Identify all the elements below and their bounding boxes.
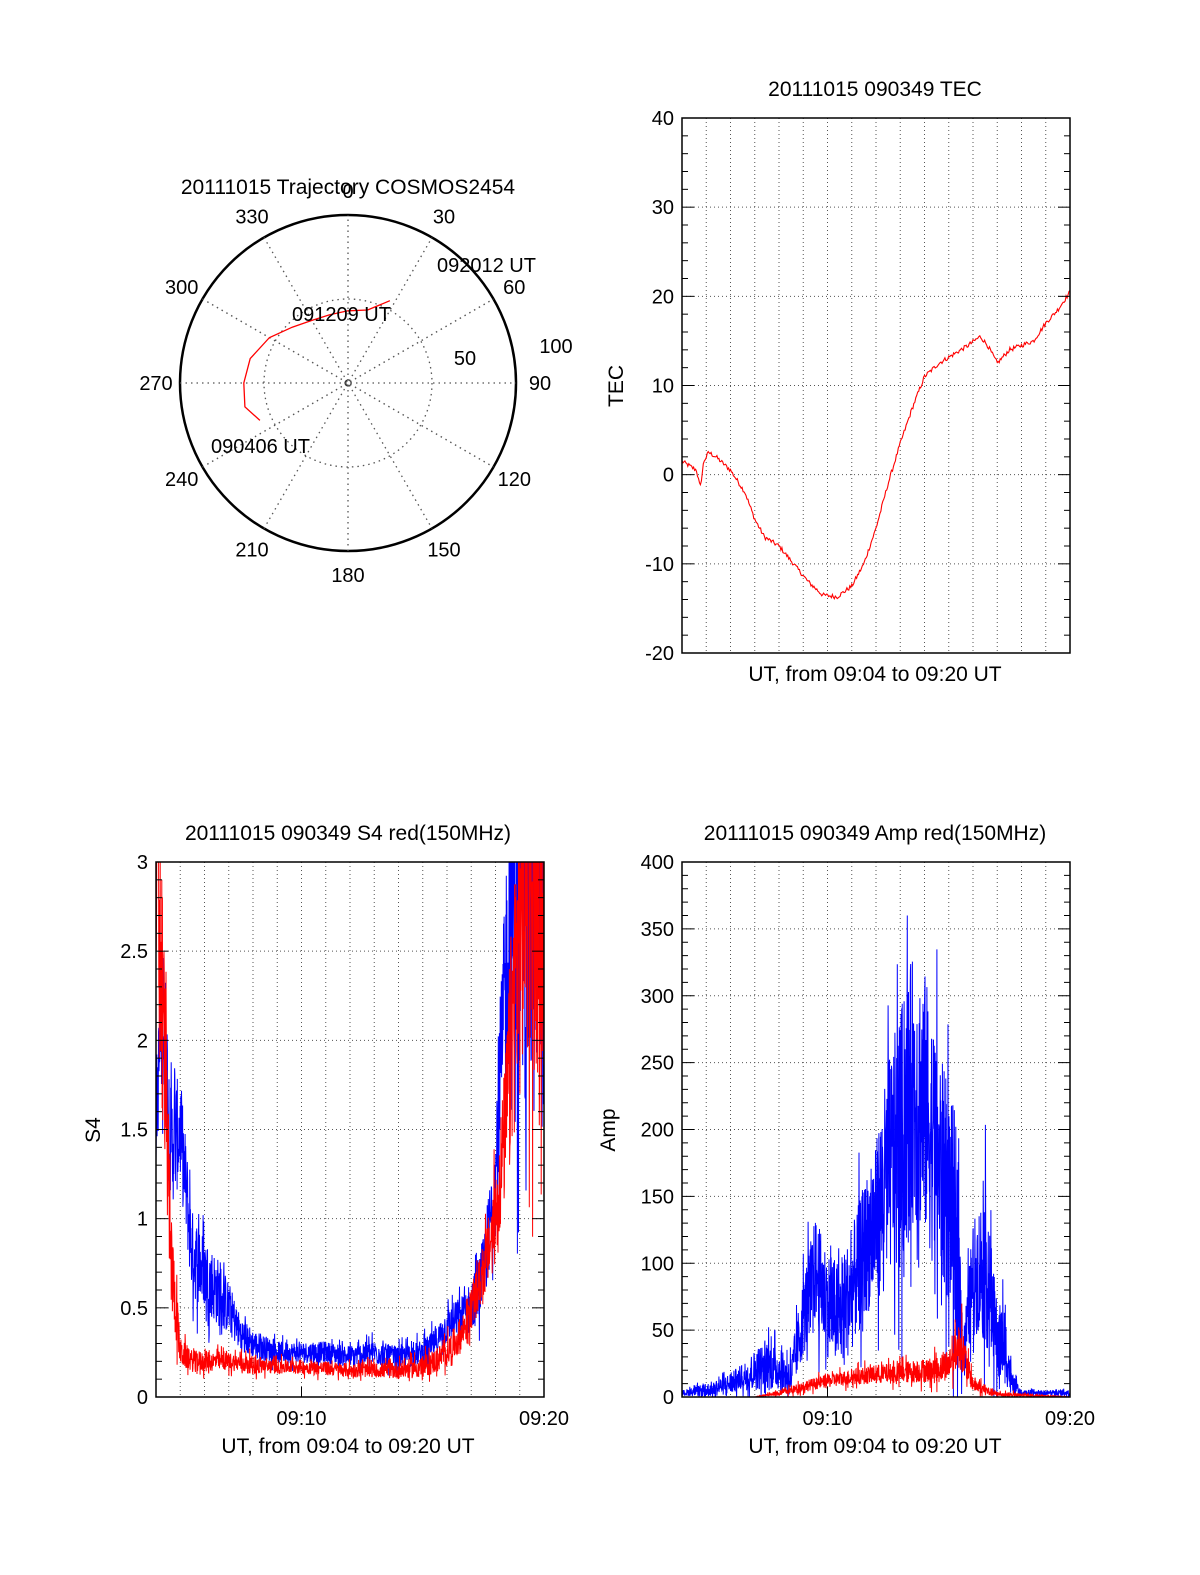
tec-panel: 20111015 090349 TEC UT, from 09:04 to 09… <box>605 78 1071 686</box>
polar-angle-label: 180 <box>331 565 364 587</box>
amp-panel: 20111015 090349 Amp red(150MHz) UT, from… <box>597 822 1095 1458</box>
polar-angle-label: 0 <box>342 181 353 203</box>
series-line-red <box>682 1303 1070 1397</box>
amp-title: 20111015 090349 Amp red(150MHz) <box>704 822 1046 845</box>
series-group <box>156 862 544 1382</box>
polar-labels: 0 30 60 90 120 150 180 210 240 270 300 330 50 100 0920… <box>139 181 572 587</box>
ytick-label: 50 <box>652 1320 674 1342</box>
amp-xlabel: UT, from 09:04 to 09:20 UT <box>748 1435 1001 1458</box>
amp-ylabel: Amp <box>597 1108 620 1151</box>
polar-grid <box>178 213 518 553</box>
ytick-label: 1 <box>137 1209 148 1231</box>
ytick-label: 40 <box>652 108 674 130</box>
polar-angle-label: 270 <box>139 373 172 395</box>
polar-ring-50 <box>263 298 433 468</box>
series-line-red <box>682 290 1070 600</box>
series-group <box>682 915 1070 1397</box>
s4-plot-area: 0 0.5 1 1.5 2 2.5 3 09:10 09:20 <box>120 852 569 1430</box>
ytick-label: -10 <box>645 554 674 576</box>
tec-xlabel: UT, from 09:04 to 09:20 UT <box>748 663 1001 686</box>
s4-panel: 20111015 090349 S4 red(150MHz) UT, from … <box>82 822 569 1458</box>
ytick-label: 0 <box>663 1387 674 1409</box>
s4-ylabel: S4 <box>82 1117 105 1143</box>
ytick-label: 20 <box>652 286 674 308</box>
ytick-label: 0.5 <box>120 1298 148 1320</box>
series-line-blue <box>682 915 1070 1397</box>
ytick-label: 1.5 <box>120 1120 148 1142</box>
polar-spoke-60 <box>202 298 494 468</box>
tec-plot-area: -20 -10 0 10 20 30 40 <box>645 108 1071 665</box>
tec-ylabel: TEC <box>605 365 628 407</box>
xtick-label: 09:10 <box>802 1408 852 1430</box>
polar-angle-label: 300 <box>165 277 198 299</box>
polar-angle-label: 240 <box>165 469 198 491</box>
tec-title: 20111015 090349 TEC <box>768 78 982 101</box>
amp-plot-area: 0 50 100 150 200 250 300 350 400 09:10 09:20 <box>641 852 1095 1430</box>
ytick-label: 2.5 <box>120 941 148 963</box>
ytick-label: 10 <box>652 376 674 398</box>
xtick-label: 09:20 <box>519 1408 569 1430</box>
trajectory-series <box>243 300 391 421</box>
trajectory-annotation: 092012 UT <box>437 255 536 277</box>
ytick-label: -20 <box>645 643 674 665</box>
ytick-label: 150 <box>641 1186 674 1208</box>
xtick-label: 09:20 <box>1045 1408 1095 1430</box>
ytick-label: 200 <box>641 1120 674 1142</box>
polar-radial-label: 50 <box>454 348 476 370</box>
trajectory-line <box>243 300 391 421</box>
polar-angle-label: 210 <box>235 539 268 561</box>
ytick-label: 0 <box>663 465 674 487</box>
polar-radial-label: 100 <box>539 336 572 358</box>
polar-spoke-120 <box>202 298 494 468</box>
polar-angle-label: 150 <box>427 539 460 561</box>
s4-xlabel: UT, from 09:04 to 09:20 UT <box>221 1435 474 1458</box>
xtick-label: 09:10 <box>276 1408 326 1430</box>
polar-angle-label: 120 <box>498 469 531 491</box>
polar-angle-label: 330 <box>235 207 268 229</box>
ytick-label: 0 <box>137 1387 148 1409</box>
ytick-label: 250 <box>641 1053 674 1075</box>
polar-angle-label: 90 <box>529 373 551 395</box>
polar-spoke-150 <box>263 237 433 529</box>
trajectory-panel: 20111015 Trajectory COSMOS2454 0 30 60 90 12… <box>139 176 572 587</box>
polar-angle-label: 30 <box>433 207 455 229</box>
ytick-label: 350 <box>641 919 674 941</box>
ytick-label: 300 <box>641 986 674 1008</box>
series-line-blue <box>156 862 544 1377</box>
s4-title: 20111015 090349 S4 red(150MHz) <box>185 822 511 845</box>
polar-angle-label: 60 <box>503 277 525 299</box>
ytick-label: 3 <box>137 852 148 874</box>
ytick-label: 400 <box>641 852 674 874</box>
polar-spoke-30 <box>263 237 433 529</box>
trajectory-title: 20111015 Trajectory COSMOS2454 <box>181 176 516 199</box>
ytick-label: 2 <box>137 1030 148 1052</box>
ytick-label: 100 <box>641 1253 674 1275</box>
trajectory-annotation: 090406 UT <box>211 436 310 458</box>
ytick-label: 30 <box>652 197 674 219</box>
series-group <box>682 290 1070 600</box>
series-line-red <box>156 862 544 1382</box>
trajectory-annotation: 091209 UT <box>292 304 391 326</box>
